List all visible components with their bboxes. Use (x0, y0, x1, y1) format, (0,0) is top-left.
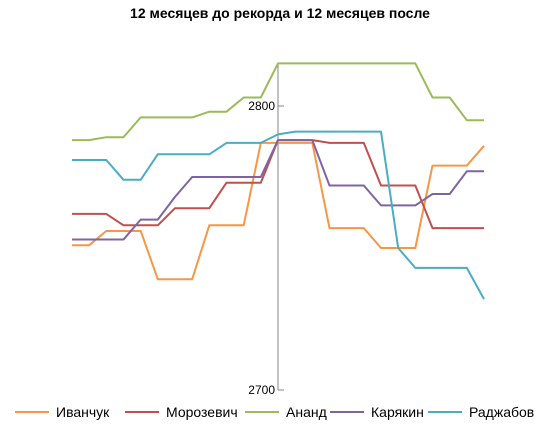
series-line (72, 130, 485, 300)
legend-swatch (245, 411, 279, 413)
legend-item: Морозевич (125, 400, 238, 424)
legend-swatch (15, 411, 49, 413)
legend-swatch (428, 411, 462, 413)
y-tick-label: 2700 (248, 383, 275, 397)
series-line (72, 139, 484, 241)
y-tick-label: 2800 (248, 99, 275, 113)
legend-swatch (330, 411, 364, 413)
series-line (72, 62, 484, 142)
legend-item: Ананд (245, 400, 327, 424)
legend-swatch (125, 411, 159, 413)
tick-layer: 2700 2800 (248, 99, 275, 397)
legend-item: Карякин (330, 400, 424, 424)
legend-item: Иванчук (15, 400, 109, 424)
series-layer (72, 62, 485, 300)
legend-label: Раджабов (469, 404, 535, 420)
chart-title: 12 месяцев до рекорда и 12 месяцев после (130, 5, 430, 21)
legend-label: Карякин (371, 404, 424, 420)
legend: Иванчук Морозевич Ананд Карякин Раджабов (0, 400, 560, 424)
legend-item: Раджабов (428, 400, 534, 424)
legend-label: Морозевич (166, 404, 238, 420)
axis-layer (277, 63, 284, 391)
legend-label: Ананд (286, 404, 327, 420)
series-line (72, 141, 485, 281)
legend-label: Иванчук (56, 404, 110, 420)
